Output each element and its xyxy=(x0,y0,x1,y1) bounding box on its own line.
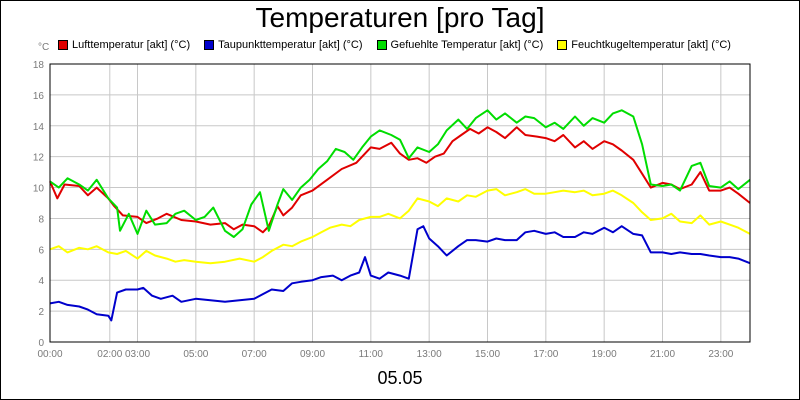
x-tick-label: 02:00 xyxy=(97,349,122,360)
x-tick-label: 05:00 xyxy=(183,349,208,360)
y-tick-label: 12 xyxy=(33,153,45,164)
chart-title: Temperaturen [pro Tag] xyxy=(255,2,545,33)
x-tick-label: 17:00 xyxy=(533,349,558,360)
x-tick-label: 19:00 xyxy=(592,349,617,360)
y-tick-label: 4 xyxy=(38,276,44,287)
y-tick-label: 10 xyxy=(33,184,45,195)
legend-item: Taupunkttemperatur [akt] (°C) xyxy=(204,38,363,52)
legend-label: Gefuehlte Temperatur [akt] (°C) xyxy=(390,39,544,51)
legend-swatch xyxy=(557,40,568,50)
y-tick-label: 8 xyxy=(38,214,44,225)
x-tick-label: 07:00 xyxy=(242,349,267,360)
x-tick-label: 03:00 xyxy=(125,349,150,360)
x-axis-ticks: 00:00 02:00 03:00 05:00 07:00 09:00 11:00 13:00… xyxy=(37,349,733,360)
y-tick-label: 6 xyxy=(38,245,44,256)
series-line-4 xyxy=(49,188,751,265)
series-line-3 xyxy=(49,109,751,238)
y-tick-label: 18 xyxy=(33,60,45,71)
date-label: 05.05 xyxy=(377,368,423,388)
series-lines xyxy=(49,109,751,322)
x-tick-label: 15:00 xyxy=(475,349,500,360)
x-tick-label: 23:00 xyxy=(708,349,733,360)
legend-label: Lufttemperatur [akt] (°C) xyxy=(72,39,191,51)
legend-swatch xyxy=(58,40,68,50)
legend-item: Feuchtkugeltemperatur [akt] (°C) xyxy=(557,38,731,52)
y-axis-ticks: 0 2 4 6 8 10 12 14 16 18 xyxy=(33,60,45,349)
legend-item: Lufttemperatur [akt] (°C) xyxy=(58,38,190,52)
y-tick-label: 2 xyxy=(38,307,44,318)
plot-border xyxy=(49,63,751,343)
legend-swatch xyxy=(376,40,387,50)
chart-legend: Lufttemperatur [akt] (°C) Taupunkttempera… xyxy=(58,38,745,52)
y-tick-label: 16 xyxy=(33,91,45,102)
legend-label: Taupunkttemperatur [akt] (°C) xyxy=(218,39,363,51)
x-tick-label: 09:00 xyxy=(300,349,325,360)
x-tick-label: 11:00 xyxy=(359,349,384,360)
series-line-2 xyxy=(49,225,751,322)
y-axis-unit: °C xyxy=(38,42,50,53)
legend-label: Feuchtkugeltemperatur [akt] (°C) xyxy=(571,39,731,51)
y-tick-label: 14 xyxy=(33,122,45,133)
x-tick-label: 00:00 xyxy=(37,349,62,360)
grid-lines xyxy=(49,63,750,343)
legend-item: Gefuehlte Temperatur [akt] (°C) xyxy=(376,38,544,52)
series-line-1 xyxy=(49,126,751,234)
x-tick-label: 13:00 xyxy=(417,349,442,360)
y-tick-label: 0 xyxy=(38,338,44,349)
x-tick-label: 21:00 xyxy=(650,349,675,360)
legend-swatch xyxy=(204,40,215,50)
